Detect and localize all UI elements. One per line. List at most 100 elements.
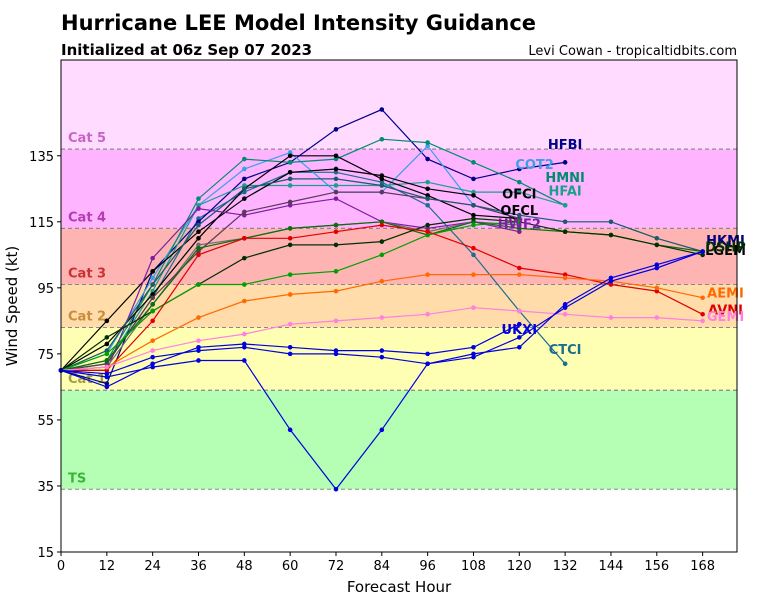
- point-gemi-24: [150, 348, 155, 353]
- point-shgr-120: [517, 219, 522, 225]
- point-dshp-168: [700, 252, 705, 258]
- point-hkmi-108: [471, 202, 476, 208]
- point-hwf2-24: [150, 255, 155, 261]
- point-ofcl-60: [287, 153, 293, 159]
- point-ukxi-36: [196, 344, 201, 350]
- x-tick-label-72: 72: [328, 559, 345, 574]
- band-label-cat-2: Cat 2: [68, 309, 106, 324]
- series-label-aemi: AEMI: [707, 287, 744, 302]
- series-label-hwf2: HWF2: [498, 217, 541, 232]
- point-gemi-36: [196, 338, 201, 343]
- band-cat-3: [61, 228, 737, 285]
- point-hfbi-36: [196, 219, 201, 225]
- band-label-cat-3: Cat 3: [68, 267, 106, 282]
- point-ukxi3-84: [379, 354, 385, 360]
- point-hmni-60: [287, 160, 293, 165]
- point-ukxi2-24: [150, 364, 155, 370]
- point-ukxi-108: [471, 344, 476, 350]
- chart-title: Hurricane LEE Model Intensity Guidance: [61, 11, 536, 35]
- point-avni-84: [379, 222, 385, 228]
- series-gemi: [58, 305, 705, 373]
- x-tick-label-36: 36: [190, 559, 207, 574]
- point-ukxi3-72: [333, 351, 339, 357]
- x-tick-label-60: 60: [282, 559, 299, 574]
- point-shgr-12: [104, 351, 110, 357]
- point-shgr-24: [150, 308, 155, 314]
- point-ukxi3-132: [562, 302, 568, 307]
- series-label-ofci: OFCI: [502, 188, 536, 203]
- point-ukxi-60: [287, 344, 293, 350]
- plot-frame: [60, 59, 738, 553]
- category-boundaries: [61, 148, 737, 490]
- point-ofci-12: [104, 318, 110, 324]
- point-gemi-168: [700, 318, 705, 324]
- band-cat-5: [61, 60, 737, 150]
- y-tick-label-35: 35: [37, 480, 54, 495]
- point-dshp-144: [608, 232, 614, 238]
- point-aemi-36: [196, 315, 201, 320]
- point-ukxi2-48: [242, 358, 247, 363]
- point-hfai-36: [196, 202, 201, 208]
- point-aemi-60: [287, 292, 293, 297]
- point-ukxi2-144: [608, 278, 614, 284]
- point-aemi-84: [379, 278, 385, 284]
- point-dshp-72: [333, 242, 339, 248]
- point-ukxi-96: [425, 351, 430, 357]
- point-hwf2-96: [425, 226, 430, 231]
- point-hmni-108: [471, 160, 476, 165]
- point-cons-72: [333, 189, 339, 195]
- point-ofci-36: [196, 229, 201, 235]
- x-tick-label-12: 12: [99, 559, 116, 574]
- point-hkmi-120: [517, 212, 522, 218]
- series-label-avni: AVNI: [708, 303, 743, 318]
- x-tick-label-84: 84: [374, 559, 391, 574]
- point-ukxi2-60: [287, 427, 293, 433]
- point-ukxi2-84: [379, 427, 385, 433]
- point-gemi-72: [333, 318, 339, 324]
- band-cat-4: [61, 149, 737, 229]
- point-hkmi-96: [425, 196, 430, 201]
- point-cons-84: [379, 189, 385, 195]
- y-tick-label-115: 115: [29, 216, 54, 231]
- point-avni-72: [333, 229, 339, 235]
- y-axis-ticks: 15 35 55 75 95 115 135: [29, 150, 61, 561]
- point-shgr-60: [287, 272, 293, 277]
- point-hfbi-96: [425, 156, 430, 162]
- point-aemi-168: [700, 295, 705, 301]
- point-avni-48: [242, 236, 247, 241]
- series-label-hmni: HMNI: [545, 171, 585, 186]
- point-hwf2-36: [196, 206, 201, 211]
- x-tick-label-168: 168: [690, 559, 715, 574]
- point-ofci-84: [379, 173, 385, 178]
- point-ukxi2-12: [104, 374, 110, 380]
- point-gemi-48: [242, 331, 247, 337]
- point-avni-120: [517, 265, 522, 271]
- point-ukxi-48: [242, 341, 247, 347]
- point-avni-12: [104, 368, 110, 373]
- point-hwgray-36: [196, 242, 201, 248]
- series-label-ofcl: OFCL: [500, 204, 538, 219]
- point-hmni-120: [517, 179, 522, 185]
- point-ctci-36: [196, 216, 201, 221]
- point-ukxi3-60: [287, 351, 293, 357]
- point-cons-120: [517, 216, 522, 221]
- point-ukxi3-156: [654, 262, 660, 268]
- x-tick-label-108: 108: [461, 559, 486, 574]
- point-dshp-96: [425, 222, 430, 228]
- point-ofcl-84: [379, 176, 385, 182]
- x-tick-label-24: 24: [144, 559, 161, 574]
- point-aemi-48: [242, 298, 247, 304]
- point-hwf2-120: [517, 229, 522, 235]
- point-hmni-36: [196, 196, 201, 201]
- point-ofcl-96: [425, 193, 430, 198]
- series-label-dshp: DSHP: [705, 241, 746, 256]
- point-lgem-72: [333, 222, 339, 228]
- point-hfai-120: [517, 189, 522, 195]
- point-aemi-24: [150, 338, 155, 343]
- point-hfai-48: [242, 183, 247, 188]
- point-ukxi-24: [150, 361, 155, 367]
- point-gemi-132: [562, 311, 568, 317]
- point-lgem-24: [150, 302, 155, 307]
